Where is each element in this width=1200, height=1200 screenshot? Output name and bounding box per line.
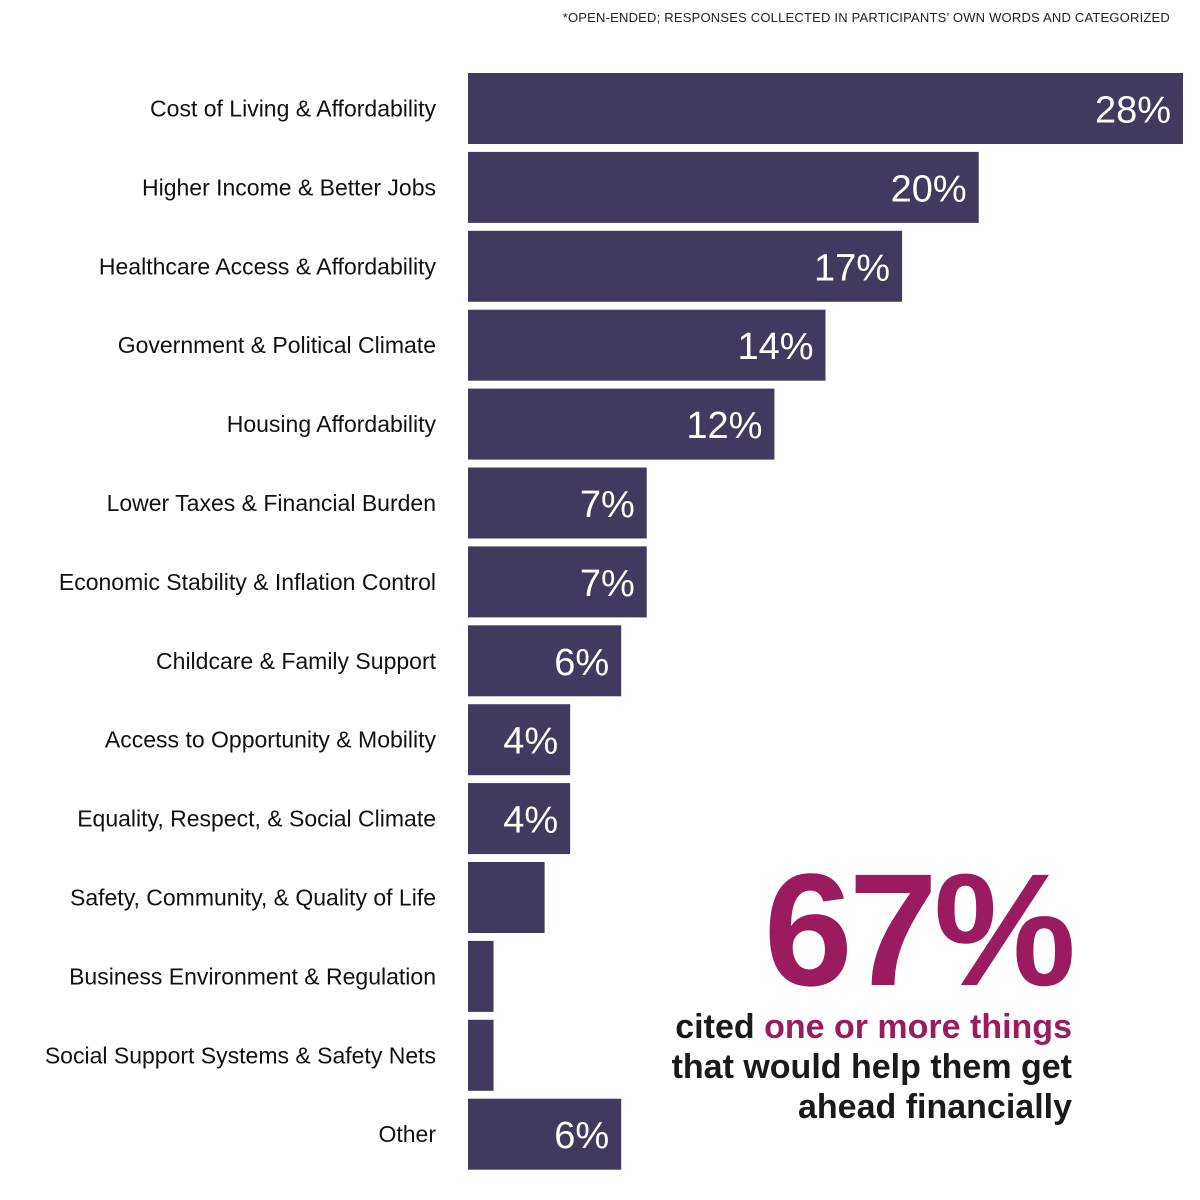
- bar-2: [468, 151, 979, 223]
- callout-big-number: 67%: [763, 840, 1076, 1019]
- footnote: *OPEN-ENDED; RESPONSES COLLECTED IN PART…: [562, 10, 1170, 25]
- bar-12: [468, 940, 494, 1012]
- callout-text-after: that would help them get ahead financial…: [671, 1048, 1072, 1126]
- data-label-7: 7%: [580, 563, 635, 605]
- category-label-13: Social Support Systems & Safety Nets: [45, 1042, 436, 1068]
- bar-14: [468, 1098, 622, 1170]
- bar-7: [468, 546, 647, 618]
- bar-6: [468, 467, 647, 539]
- data-label-2: 20%: [891, 168, 967, 210]
- category-label-4: Government & Political Climate: [118, 332, 436, 358]
- data-label-3: 17%: [814, 247, 890, 289]
- category-label-8: Childcare & Family Support: [156, 648, 437, 674]
- category-label-12: Business Environment & Regulation: [69, 963, 436, 989]
- data-label-5: 12%: [686, 405, 762, 447]
- bar-10: [468, 783, 571, 855]
- category-label-2: Higher Income & Better Jobs: [142, 174, 436, 200]
- category-label-6: Lower Taxes & Financial Burden: [107, 490, 436, 516]
- bar-5: [468, 388, 775, 460]
- callout: 67% cited one or more things that would …: [652, 840, 1076, 1127]
- category-label-9: Access to Opportunity & Mobility: [105, 727, 437, 753]
- data-label-9: 4%: [503, 721, 558, 763]
- category-label-1: Cost of Living & Affordability: [150, 96, 436, 122]
- bar-13: [468, 1019, 494, 1091]
- callout-text-accent: one or more things: [764, 1008, 1072, 1046]
- category-label-7: Economic Stability & Inflation Control: [59, 569, 436, 595]
- bar-11: [468, 862, 545, 933]
- bar-8: [468, 625, 622, 697]
- data-label-4: 14%: [737, 326, 813, 368]
- category-label-14: Other: [378, 1121, 436, 1147]
- category-label-10: Equality, Respect, & Social Climate: [77, 806, 436, 832]
- callout-text-before: cited: [675, 1008, 765, 1046]
- data-label-10: 4%: [503, 800, 558, 842]
- category-label-3: Healthcare Access & Affordability: [99, 253, 437, 279]
- data-label-8: 6%: [554, 642, 609, 684]
- category-label-5: Housing Affordability: [227, 411, 437, 437]
- callout-text: cited one or more things that would help…: [652, 1007, 1072, 1127]
- bar-1: [468, 73, 1183, 144]
- data-label-6: 7%: [580, 484, 635, 526]
- category-label-11: Safety, Community, & Quality of Life: [70, 885, 436, 911]
- data-label-1: 28%: [1095, 90, 1171, 132]
- bar-4: [468, 309, 826, 381]
- bar-9: [468, 704, 571, 776]
- data-label-14: 6%: [554, 1115, 609, 1157]
- bar-3: [468, 230, 903, 302]
